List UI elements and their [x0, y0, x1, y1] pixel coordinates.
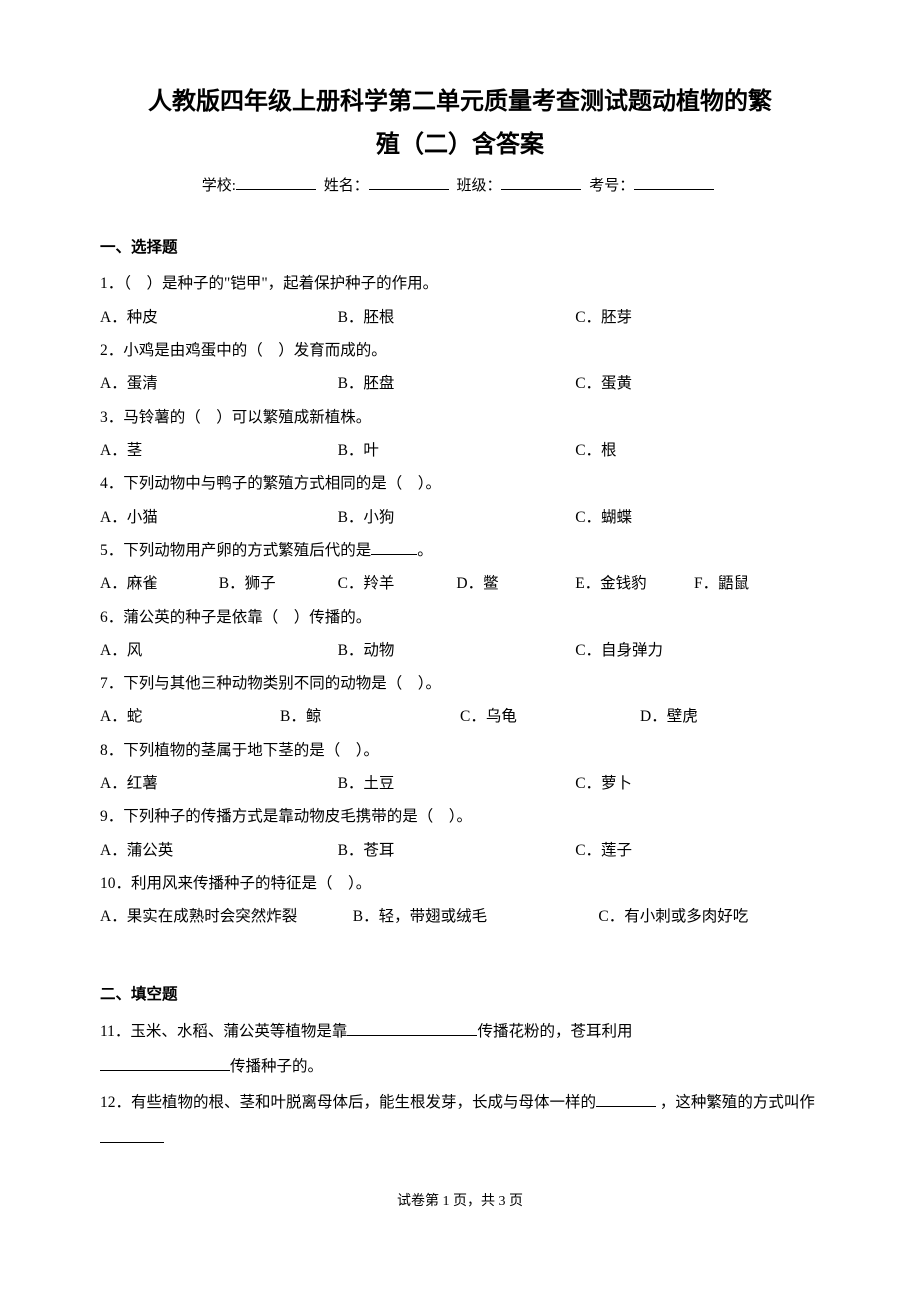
title-line-2: 殖（二）含答案	[100, 123, 820, 166]
exam-title: 人教版四年级上册科学第二单元质量考查测试题动植物的繁 殖（二）含答案	[100, 80, 820, 166]
q5-opt-e: E．金钱豹	[575, 567, 694, 600]
q5-opt-d: D．鳖	[456, 567, 575, 600]
section-1-heading: 一、选择题	[100, 235, 820, 257]
q11-blank-1	[347, 1019, 477, 1036]
q6-options: A．风 B．动物 C．自身弹力	[100, 634, 820, 667]
q11-post: 传播种子的。	[230, 1058, 323, 1075]
q1-opt-a: A．种皮	[100, 301, 338, 334]
q4-options: A．小猫 B．小狗 C．蝴蝶	[100, 501, 820, 534]
q8-opt-b: B．土豆	[338, 767, 576, 800]
q4-opt-c: C．蝴蝶	[575, 501, 813, 534]
q8-opt-a: A．红薯	[100, 767, 338, 800]
q12-pre: 12．有些植物的根、茎和叶脱离母体后，能生根发芽，长成与母体一样的	[100, 1094, 596, 1111]
q5-stem-pre: 5．下列动物用产卵的方式繁殖后代的是	[100, 542, 371, 559]
label-school: 学校:	[202, 178, 236, 194]
q10-stem: 10．利用风来传播种子的特征是（ ）。	[100, 867, 820, 900]
q10-options: A．果实在成熟时会突然炸裂 B．轻，带翅或绒毛 C．有小刺或多肉好吃	[100, 900, 820, 933]
q11: 11．玉米、水稻、蒲公英等植物是靠 传播花粉的，苍耳利用 传播种子的。	[100, 1014, 820, 1085]
q11-blank-2	[100, 1055, 230, 1072]
q9-opt-c: C．莲子	[575, 834, 813, 867]
q7-options: A．蛇 B．鲸 C．乌龟 D．壁虎	[100, 700, 820, 733]
q6-stem: 6．蒲公英的种子是依靠（ ）传播的。	[100, 601, 820, 634]
q10-opt-b: B．轻，带翅或绒毛	[353, 900, 591, 933]
label-name: 姓名：	[324, 178, 369, 194]
q3-opt-c: C．根	[575, 434, 813, 467]
q9-opt-b: B．苍耳	[338, 834, 576, 867]
q7-opt-d: D．壁虎	[640, 700, 820, 733]
q2-opt-a: A．蛋清	[100, 367, 338, 400]
q4-opt-b: B．小狗	[338, 501, 576, 534]
q2-stem: 2．小鸡是由鸡蛋中的（ ）发育而成的。	[100, 334, 820, 367]
q1-opt-c: C．胚芽	[575, 301, 813, 334]
q2-opt-b: B．胚盘	[338, 367, 576, 400]
page-footer: 试卷第 1 页，共 3 页	[100, 1190, 820, 1210]
q8-stem: 8．下列植物的茎属于地下茎的是（ ）。	[100, 734, 820, 767]
q5-blank	[371, 538, 417, 555]
q2-options: A．蛋清 B．胚盘 C．蛋黄	[100, 367, 820, 400]
blank-name	[369, 174, 449, 190]
q3-opt-b: B．叶	[338, 434, 576, 467]
q11-mid: 传播花粉的，苍耳利用	[477, 1023, 632, 1040]
q9-stem: 9．下列种子的传播方式是靠动物皮毛携带的是（ ）。	[100, 800, 820, 833]
blank-class	[501, 174, 581, 190]
q1-opt-b: B．胚根	[338, 301, 576, 334]
q7-opt-b: B．鲸	[280, 700, 460, 733]
q12-blank-1	[596, 1090, 656, 1107]
label-examno: 考号：	[589, 178, 634, 194]
q11-pre: 11．玉米、水稻、蒲公英等植物是靠	[100, 1023, 347, 1040]
q5-stem: 5．下列动物用产卵的方式繁殖后代的是 。	[100, 534, 820, 567]
section-2-heading: 二、填空题	[100, 982, 820, 1004]
q7-opt-a: A．蛇	[100, 700, 280, 733]
q5-opt-f: F．鼯鼠	[694, 567, 813, 600]
q5-opt-b: B．狮子	[219, 567, 338, 600]
q5-options: A．麻雀 B．狮子 C．羚羊 D．鳖 E．金钱豹 F．鼯鼠	[100, 567, 820, 600]
q6-opt-a: A．风	[100, 634, 338, 667]
q12-mid: ，这种繁殖的方式叫作	[656, 1094, 815, 1111]
q5-opt-a: A．麻雀	[100, 567, 219, 600]
q9-options: A．蒲公英 B．苍耳 C．莲子	[100, 834, 820, 867]
q1-options: A．种皮 B．胚根 C．胚芽	[100, 301, 820, 334]
student-info-line: 学校: 姓名： 班级： 考号：	[100, 174, 820, 195]
q6-opt-c: C．自身弹力	[575, 634, 813, 667]
blank-school	[236, 174, 316, 190]
q10-opt-a: A．果实在成熟时会突然炸裂	[100, 900, 345, 933]
q5-opt-c: C．羚羊	[338, 567, 457, 600]
q5-stem-post: 。	[417, 542, 433, 559]
q4-stem: 4．下列动物中与鸭子的繁殖方式相同的是（ ）。	[100, 467, 820, 500]
q1-stem: 1．（ ）是种子的"铠甲"，起着保护种子的作用。	[100, 267, 820, 300]
exam-page: 人教版四年级上册科学第二单元质量考查测试题动植物的繁 殖（二）含答案 学校: 姓…	[0, 0, 920, 1250]
q9-opt-a: A．蒲公英	[100, 834, 338, 867]
q3-stem: 3．马铃薯的（ ）可以繁殖成新植株。	[100, 401, 820, 434]
blank-examno	[634, 174, 714, 190]
q7-stem: 7．下列与其他三种动物类别不同的动物是（ ）。	[100, 667, 820, 700]
q3-options: A．茎 B．叶 C．根	[100, 434, 820, 467]
q8-opt-c: C．萝卜	[575, 767, 813, 800]
q7-opt-c: C．乌龟	[460, 700, 640, 733]
q10-opt-c: C．有小刺或多肉好吃	[598, 900, 836, 933]
q6-opt-b: B．动物	[338, 634, 576, 667]
q4-opt-a: A．小猫	[100, 501, 338, 534]
q3-opt-a: A．茎	[100, 434, 338, 467]
q12: 12．有些植物的根、茎和叶脱离母体后，能生根发芽，长成与母体一样的 ，这种繁殖的…	[100, 1085, 820, 1156]
title-line-1: 人教版四年级上册科学第二单元质量考查测试题动植物的繁	[100, 80, 820, 123]
label-class: 班级：	[456, 178, 501, 194]
q8-options: A．红薯 B．土豆 C．萝卜	[100, 767, 820, 800]
q12-blank-2	[100, 1126, 164, 1143]
q2-opt-c: C．蛋黄	[575, 367, 813, 400]
